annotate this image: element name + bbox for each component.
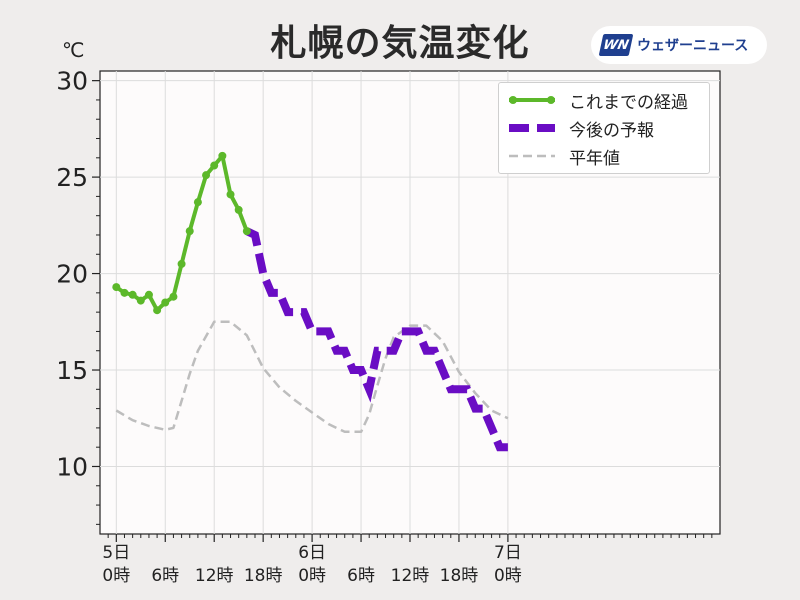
y-tick-label: 20 <box>56 260 88 289</box>
legend-item-observed: これまでの経過 <box>507 87 707 113</box>
data-point-observed <box>136 296 145 305</box>
legend-item-forecast: 今後の予報 <box>507 115 707 141</box>
legend-swatch-forecast <box>509 124 555 132</box>
x-tick-time-label: 18時 <box>440 566 479 586</box>
y-tick-label: 30 <box>56 67 88 96</box>
legend-label-forecast: 今後の予報 <box>569 120 654 141</box>
legend-swatch-observed <box>509 96 555 104</box>
series-lines <box>112 151 509 452</box>
axis-ticks: 10 15 20 25 30 5日 0時 6時 12時 18時 6日 0時 6時 12時 18時 7日 0時 <box>56 67 713 586</box>
legend-label-observed: これまでの経過 <box>569 92 688 113</box>
legend-item-normal: 平年値 <box>507 143 707 169</box>
data-point-observed <box>161 298 170 307</box>
x-tick-day-label: 6日 <box>298 543 326 563</box>
data-point-observed <box>112 283 121 292</box>
chart-title: 札幌の気温変化 <box>270 23 530 64</box>
data-point-observed <box>202 171 211 180</box>
x-tick-time-label: 12時 <box>195 566 234 586</box>
data-point-observed <box>144 290 153 299</box>
series-line-normal <box>115 320 509 434</box>
x-tick-time-label: 6時 <box>347 566 375 586</box>
data-point-observed <box>193 198 202 207</box>
x-tick-time-label: 0時 <box>298 566 326 586</box>
x-tick-time-label: 6時 <box>151 566 179 586</box>
data-point-observed <box>185 227 194 236</box>
data-point-observed <box>218 151 227 160</box>
series-line-forecast <box>245 227 508 452</box>
data-point-observed <box>177 259 186 268</box>
y-tick-label: 15 <box>56 356 88 385</box>
x-tick-time-label: 18時 <box>244 566 283 586</box>
y-tick-label: 25 <box>56 163 88 192</box>
data-point-observed <box>169 292 178 301</box>
data-point-observed <box>153 306 162 315</box>
data-point-observed <box>128 290 137 299</box>
logo-text: ウェザーニュース <box>637 38 749 54</box>
x-tick-time-label: 12時 <box>391 566 430 586</box>
data-point-observed <box>234 205 243 214</box>
y-axis-unit: ℃ <box>62 38 85 62</box>
data-point-observed <box>226 190 235 199</box>
y-tick-label: 10 <box>56 452 88 481</box>
legend-swatch-normal <box>509 154 555 158</box>
x-tick-day-label: 5日 <box>102 543 130 563</box>
weathernews-logo: WN ウェザーニュース <box>591 26 767 64</box>
data-point-observed <box>242 227 251 236</box>
x-tick-time-label: 0時 <box>494 566 522 586</box>
x-tick-day-label: 7日 <box>494 543 522 563</box>
x-tick-time-label: 0時 <box>102 566 130 586</box>
data-point-observed <box>120 288 129 297</box>
legend-label-normal: 平年値 <box>569 148 620 169</box>
data-point-observed <box>210 161 219 170</box>
chart-legend: これまでの経過 今後の予報 平年値 <box>498 82 710 174</box>
